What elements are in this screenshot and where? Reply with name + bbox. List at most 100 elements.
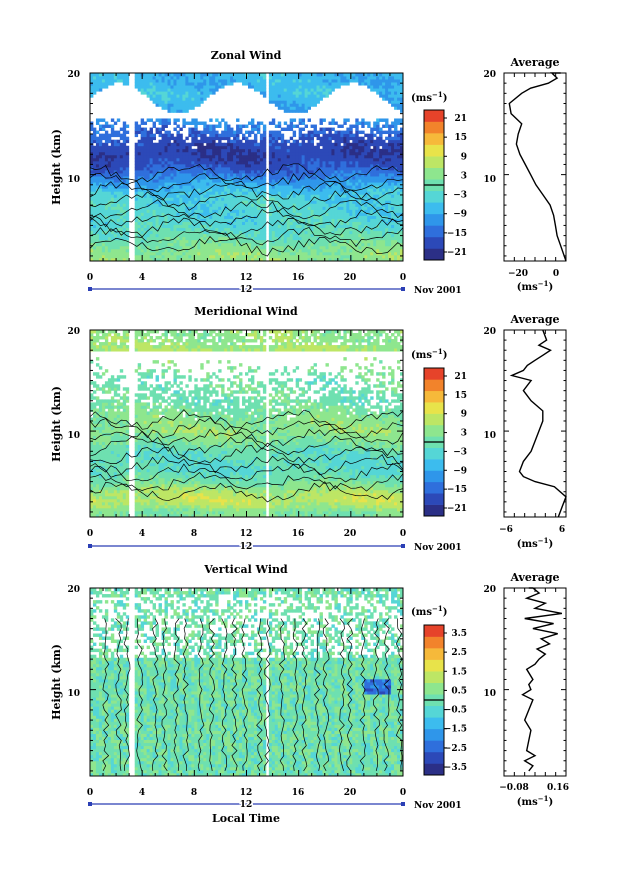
- heatmap-cell: [212, 79, 216, 83]
- heatmap-cell: [224, 194, 228, 198]
- heatmap-cell: [149, 130, 153, 135]
- heatmap-cell: [361, 197, 365, 201]
- heatmap-cell: [259, 157, 264, 162]
- heatmap-cell: [194, 173, 198, 177]
- heatmap-cell: [242, 124, 246, 128]
- heatmap-cell: [376, 206, 380, 210]
- heatmap-cell: [179, 233, 183, 238]
- heatmap-cell: [224, 197, 228, 201]
- heatmap-cell: [259, 91, 264, 95]
- heatmap-cell: [280, 185, 285, 189]
- heatmap-cell: [245, 173, 249, 177]
- heatmap-cell: [319, 206, 323, 210]
- heatmap-cell: [346, 230, 350, 235]
- heatmap-cell: [277, 97, 282, 101]
- heatmap-cell: [274, 236, 279, 241]
- heatmap-cell: [194, 139, 198, 144]
- heatmap-cell: [268, 142, 273, 147]
- heatmap-cell: [322, 206, 326, 210]
- heatmap-cell: [215, 185, 219, 189]
- heatmap-cell: [152, 179, 156, 183]
- heatmap-cell: [337, 212, 341, 216]
- heatmap-cell: [155, 203, 159, 207]
- heatmap-cell: [319, 163, 323, 168]
- heatmap-cell: [101, 257, 106, 261]
- heatmap-cell: [92, 139, 97, 144]
- heatmap-cell: [367, 173, 371, 177]
- heatmap-cell: [307, 157, 311, 162]
- heatmap-cell: [140, 85, 145, 89]
- heatmap-cell: [140, 221, 145, 226]
- heatmap-cell: [203, 242, 207, 247]
- heatmap-cell: [358, 215, 362, 219]
- heatmap-cell: [319, 200, 323, 204]
- heatmap-cell: [328, 82, 332, 86]
- heatmap-cell: [289, 148, 294, 153]
- heatmap-cell: [289, 73, 294, 77]
- heatmap-cell: [149, 160, 153, 165]
- heatmap-cell: [313, 133, 317, 138]
- heatmap-cell: [250, 197, 255, 201]
- heatmap-cell: [262, 91, 267, 95]
- heatmap-cell: [295, 148, 300, 153]
- heatmap-cell: [200, 76, 204, 80]
- heatmap-cell: [280, 203, 285, 207]
- heatmap-cell: [253, 154, 258, 159]
- heatmap-cell: [271, 79, 276, 83]
- heatmap-cell: [247, 242, 252, 247]
- heatmap-cell: [280, 182, 285, 186]
- heatmap-cell: [292, 254, 297, 259]
- heatmap-cell: [280, 257, 285, 261]
- heatmap-cell: [325, 257, 329, 261]
- heatmap-cell: [98, 236, 103, 241]
- heatmap-cell: [90, 176, 94, 180]
- heatmap-cell: [280, 167, 285, 171]
- heatmap-cell: [250, 191, 255, 195]
- heatmap-cell: [185, 73, 189, 77]
- heatmap-cell: [134, 124, 139, 128]
- heatmap-cell: [218, 245, 222, 250]
- heatmap-cell: [346, 127, 350, 132]
- heatmap-cell: [122, 236, 127, 241]
- heatmap-cell: [280, 133, 285, 138]
- heatmap-cell: [367, 191, 371, 195]
- heatmap-cell: [358, 185, 362, 189]
- heatmap-cell: [116, 221, 121, 226]
- heatmap-cell: [262, 124, 267, 128]
- heatmap-cell: [98, 154, 103, 159]
- heatmap-cell: [95, 76, 100, 80]
- heatmap-cell: [307, 139, 311, 144]
- heatmap-cell: [364, 209, 368, 213]
- heatmap-cell: [161, 106, 165, 110]
- heatmap-cell: [104, 76, 109, 80]
- heatmap-cell: [304, 170, 309, 174]
- heatmap-cell: [283, 224, 288, 229]
- heatmap-cell: [167, 170, 171, 174]
- heatmap-cell: [245, 233, 249, 238]
- heatmap-cell: [206, 239, 210, 244]
- heatmap-cell: [253, 212, 258, 216]
- heatmap-cell: [313, 79, 317, 83]
- heatmap-cell: [277, 160, 282, 165]
- heatmap-cell: [185, 170, 189, 174]
- heatmap-cell: [140, 230, 145, 235]
- heatmap-cell: [173, 73, 177, 77]
- heatmap-cell: [343, 167, 347, 171]
- heatmap-cell: [194, 148, 198, 153]
- heatmap-cell: [101, 73, 106, 77]
- heatmap-cell: [313, 170, 317, 174]
- heatmap-cell: [176, 85, 180, 89]
- heatmap-cell: [218, 173, 222, 177]
- heatmap-cell: [92, 148, 97, 153]
- heatmap-cell: [170, 148, 174, 153]
- heatmap-cell: [236, 79, 240, 83]
- heatmap-cell: [200, 230, 204, 235]
- heatmap-cell: [304, 206, 309, 210]
- heatmap-cell: [161, 91, 165, 95]
- heatmap-cell: [334, 130, 338, 135]
- heatmap-cell: [116, 139, 121, 144]
- heatmap-cell: [352, 145, 356, 150]
- heatmap-cell: [233, 224, 237, 229]
- heatmap-cell: [188, 85, 192, 89]
- heatmap-cell: [233, 188, 237, 192]
